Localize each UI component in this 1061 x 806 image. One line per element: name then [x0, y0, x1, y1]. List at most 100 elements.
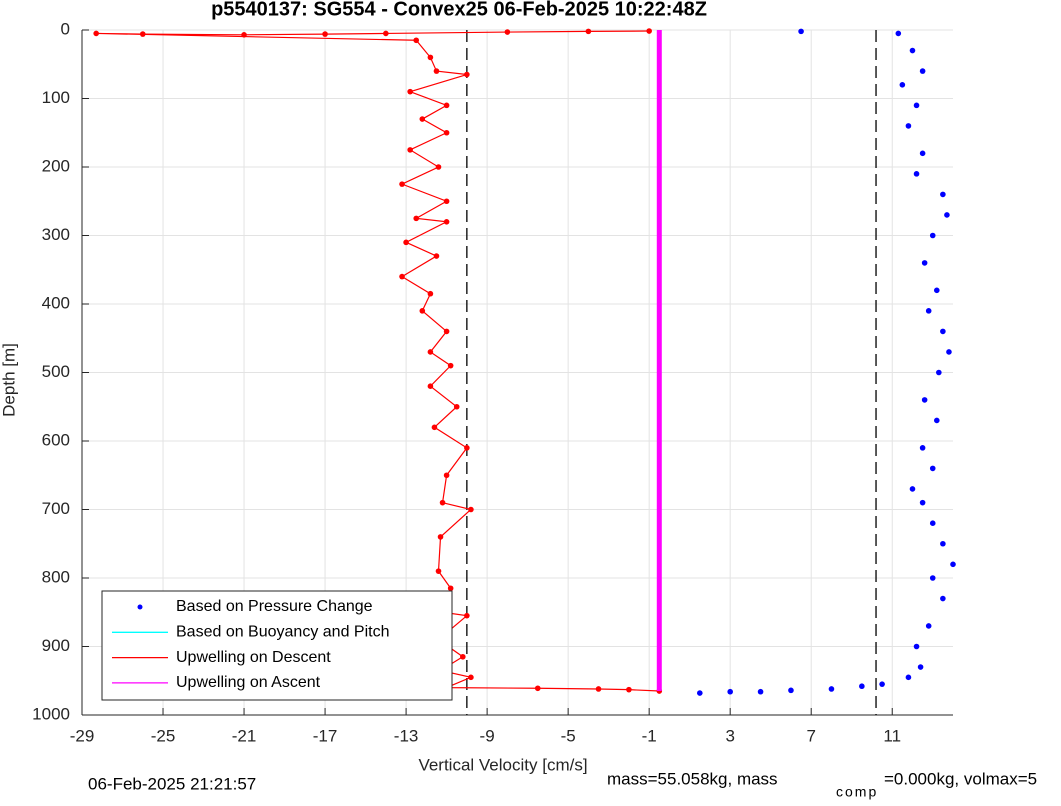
data-point — [435, 164, 442, 170]
data-point — [413, 37, 420, 44]
data-point — [427, 290, 434, 297]
data-point — [757, 688, 764, 695]
data-point — [453, 403, 460, 410]
data-point — [798, 28, 804, 35]
data-point — [895, 30, 902, 37]
data-point — [929, 575, 936, 581]
chart-title: p5540137: SG554 - Convex25 06-Feb-2025 1… — [211, 0, 707, 20]
x-tick-label: 3 — [725, 726, 734, 745]
data-point — [917, 664, 924, 670]
x-tick-label: -29 — [70, 726, 95, 745]
data-point — [427, 349, 434, 355]
legend-label: Upwelling on Ascent — [176, 674, 321, 691]
x-axis-label: Vertical Velocity [cm/s] — [418, 755, 587, 774]
data-point — [944, 212, 950, 218]
data-point — [921, 260, 928, 266]
x-tick-label: 11 — [883, 726, 901, 745]
data-point — [929, 465, 936, 472]
y-tick-label: 700 — [42, 499, 70, 518]
data-point — [788, 687, 794, 694]
data-point — [93, 30, 99, 37]
data-point — [468, 506, 474, 513]
data-point — [919, 445, 926, 451]
data-point — [443, 219, 450, 225]
legend-box — [101, 590, 453, 701]
data-point — [407, 88, 413, 95]
data-point — [427, 383, 434, 390]
y-tick-label: 200 — [42, 156, 70, 175]
data-point — [929, 232, 936, 239]
y-tick-label: 800 — [42, 567, 70, 586]
data-point — [936, 369, 942, 376]
data-point — [437, 534, 444, 540]
y-tick-label: 400 — [42, 293, 70, 312]
legend-marker — [137, 604, 143, 610]
data-point — [905, 674, 912, 681]
y-tick-label: 900 — [42, 636, 70, 655]
x-tick-label: -17 — [313, 726, 338, 745]
data-point — [443, 102, 450, 109]
y-axis-label: Depth [m] — [0, 343, 18, 417]
data-point — [399, 181, 405, 187]
data-point — [403, 239, 409, 246]
data-point — [443, 328, 450, 335]
data-point — [443, 472, 450, 479]
data-point — [879, 681, 885, 687]
data-point — [431, 424, 438, 431]
x-tick-label: -5 — [561, 726, 576, 745]
data-point — [940, 540, 946, 547]
data-point — [468, 674, 474, 681]
x-tick-label: -13 — [394, 726, 419, 745]
footer-mass-rest: =0.000kg, volmax=5 — [884, 769, 1037, 788]
data-point — [646, 28, 652, 34]
footer-mass: mass=55.058kg, mass — [607, 769, 778, 788]
data-point — [443, 198, 450, 205]
legend-label: Based on Buoyancy and Pitch — [176, 624, 389, 641]
data-point — [322, 31, 328, 37]
data-point — [933, 417, 940, 424]
data-point — [139, 31, 146, 37]
data-point — [433, 68, 440, 74]
data-point — [433, 253, 440, 259]
data-point — [585, 28, 592, 35]
data-point — [443, 129, 450, 136]
data-point — [913, 102, 920, 109]
data-point — [913, 171, 920, 177]
x-tick-label: -1 — [642, 726, 657, 745]
data-point — [913, 643, 920, 650]
x-tick-label: -25 — [151, 726, 176, 745]
data-point — [925, 623, 932, 629]
data-point — [909, 47, 916, 54]
x-tick-label: -21 — [232, 726, 257, 745]
data-point — [909, 486, 916, 492]
y-tick-label: 1000 — [32, 704, 70, 723]
x-tick-label: 7 — [806, 726, 815, 745]
data-point — [921, 397, 928, 403]
data-point — [241, 31, 247, 38]
legend-label: Upwelling on Descent — [176, 649, 331, 666]
data-point — [447, 362, 454, 369]
data-point — [419, 116, 426, 122]
data-point — [383, 30, 389, 37]
data-point — [534, 685, 541, 692]
data-point — [595, 686, 602, 692]
y-tick-label: 300 — [42, 225, 70, 244]
footer-timestamp: 06-Feb-2025 21:21:57 — [88, 774, 256, 793]
y-tick-label: 600 — [42, 430, 70, 449]
data-point — [399, 273, 405, 280]
x-tick-label: -9 — [480, 726, 495, 745]
data-point — [697, 690, 703, 696]
data-point — [946, 349, 952, 355]
data-point — [929, 520, 936, 526]
data-point — [447, 585, 454, 592]
data-point — [439, 499, 446, 506]
data-point — [919, 68, 926, 74]
data-point — [828, 686, 835, 692]
data-point — [940, 328, 946, 335]
y-tick-label: 0 — [61, 19, 70, 38]
data-point — [950, 561, 956, 568]
data-point — [427, 54, 434, 61]
data-point — [626, 686, 632, 693]
legend-label: Based on Pressure Change — [176, 598, 373, 615]
data-point — [504, 29, 511, 35]
